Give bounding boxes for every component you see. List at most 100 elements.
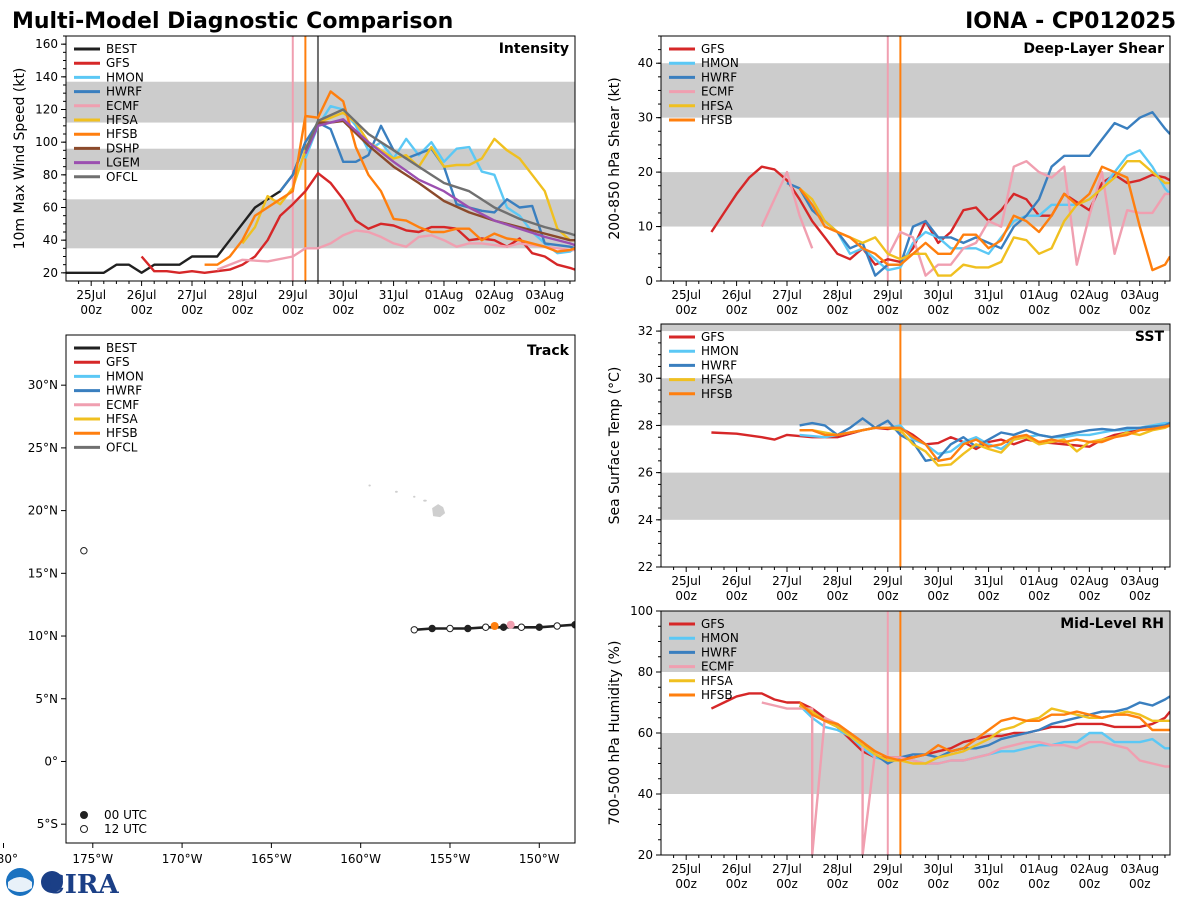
y-axis-label: 10m Max Wind Speed (kt) xyxy=(12,68,28,250)
x-tick-label-hour: 00z xyxy=(484,303,506,317)
x-tick-label-date: 28Jul xyxy=(823,288,853,302)
legend-label-gfs: GFS xyxy=(701,617,725,631)
y-tick-label: 5°S xyxy=(37,817,58,831)
track-point-best xyxy=(410,626,418,634)
y-tick-label: 24 xyxy=(638,513,653,527)
x-tick-label-date: 25Jul xyxy=(671,862,701,876)
band-1 xyxy=(661,611,1170,672)
x-tick-label-hour: 00z xyxy=(675,589,697,603)
x-tick-label-hour: 00z xyxy=(827,877,849,891)
band-2 xyxy=(66,81,575,123)
y-tick-label: 10°N xyxy=(28,629,58,643)
x-tick-label-hour: 00z xyxy=(1129,589,1151,603)
x-tick-label-date: 02Aug xyxy=(1070,862,1109,876)
series-group xyxy=(66,90,575,274)
cira-logo: CIRA xyxy=(6,868,119,900)
y-tick-label: 60 xyxy=(43,201,58,215)
x-tick-label-date: 01Aug xyxy=(1020,288,1059,302)
x-tick-label-hour: 00z xyxy=(534,303,556,317)
noaa-wave-icon xyxy=(8,877,32,892)
x-tick-label-date: 01Aug xyxy=(1020,862,1059,876)
figure-title: Multi-Model Diagnostic Comparison xyxy=(12,9,453,34)
y-tick-label: 160 xyxy=(35,37,58,51)
legend-label-hmon: HMON xyxy=(106,70,144,84)
x-tick-label-hour: 00z xyxy=(675,303,697,317)
series-line-gfs xyxy=(710,692,1170,759)
x-tick-label-hour: 00z xyxy=(131,303,153,317)
legend-label-hfsa: HFSA xyxy=(701,674,734,688)
band-0 xyxy=(661,472,1170,520)
x-tick-label-date: 26Jul xyxy=(127,288,157,302)
plot-frame xyxy=(660,323,1171,568)
x-tick-label-hour: 00z xyxy=(927,877,949,891)
band-1 xyxy=(661,63,1170,118)
y-tick-label: 20 xyxy=(638,848,653,862)
y-tick-label: 140 xyxy=(35,70,58,84)
y-tick-label: 80 xyxy=(43,168,58,182)
legend-label-hfsb: HFSB xyxy=(106,127,138,141)
x-tick-label: 155°W xyxy=(430,852,471,866)
track-point-best xyxy=(517,623,526,631)
series-line-hfsb xyxy=(798,701,1170,762)
y-tick-label: 10 xyxy=(638,220,653,234)
x-tick-label-date: 03Aug xyxy=(525,288,564,302)
x-tick-label-hour: 00z xyxy=(827,589,849,603)
track-point-hfsa xyxy=(0,544,6,550)
island xyxy=(423,499,427,502)
y-tick-label: 20°N xyxy=(28,504,58,518)
storm-id: IONA - CP012025 xyxy=(965,9,1176,34)
track-point-best xyxy=(482,623,490,631)
legend-label-best: BEST xyxy=(106,42,137,56)
x-tick-label-hour: 00z xyxy=(827,303,849,317)
y-axis-label: Sea Surface Temp (°C) xyxy=(607,367,623,525)
x-tick-label-hour: 00z xyxy=(383,303,405,317)
series-line-lgem xyxy=(304,118,575,247)
y-tick-label: 40 xyxy=(638,787,653,801)
track-line-gfs xyxy=(0,561,4,628)
legend-label-ofcl: OFCL xyxy=(106,440,138,454)
x-tick-label-hour: 00z xyxy=(80,303,102,317)
x-tick-label-hour: 00z xyxy=(1079,303,1101,317)
marker-legend-label: 12 UTC xyxy=(104,822,147,836)
x-tick-label-date: 29Jul xyxy=(873,288,903,302)
series-line-ofcl xyxy=(304,108,575,237)
track-end-ecmf xyxy=(506,620,515,629)
y-tick-label: 100 xyxy=(35,135,58,149)
x-tick-label: 170°W xyxy=(162,852,203,866)
legend-label-hwrf: HWRF xyxy=(701,358,737,372)
y-tick-label: 28 xyxy=(638,418,653,432)
x-tick-label-hour: 00z xyxy=(181,303,203,317)
legend-label-hfsb: HFSB xyxy=(701,688,733,702)
x-tick-label-date: 30Jul xyxy=(923,574,953,588)
x-tick-label-date: 25Jul xyxy=(76,288,106,302)
y-axis-label: 700-500 hPa Humidity (%) xyxy=(607,641,623,826)
y-tick-label: 20 xyxy=(638,165,653,179)
legend-label-hwrf: HWRF xyxy=(701,645,737,659)
x-tick-label-date: 27Jul xyxy=(772,862,802,876)
y-tick-label: 30 xyxy=(638,111,653,125)
band-1 xyxy=(661,378,1170,426)
x-tick-label-date: 30Jul xyxy=(328,288,358,302)
band-2 xyxy=(661,324,1170,332)
marker-legend-label: 00 UTC xyxy=(104,808,147,822)
x-tick-label-date: 30Jul xyxy=(923,288,953,302)
x-tick-label-hour: 00z xyxy=(1028,877,1050,891)
marker-legend-symbol xyxy=(80,811,88,819)
series-group xyxy=(710,111,1170,277)
track-end-hfsb xyxy=(490,622,499,631)
series-line-hfsb xyxy=(799,424,1170,462)
y-tick-label: 22 xyxy=(638,560,653,574)
hawaii-islands xyxy=(368,484,446,518)
legend-label-gfs: GFS xyxy=(701,42,725,56)
plot-frame xyxy=(65,334,576,844)
panel-title: Track xyxy=(527,343,570,359)
track-panel: 5°S0°5°N10°N15°N20°N25°N30°N175°E180°175… xyxy=(0,334,576,866)
series-line-ecmf xyxy=(761,701,1170,855)
x-tick-label-date: 03Aug xyxy=(1120,862,1159,876)
legend-label-gfs: GFS xyxy=(701,330,725,344)
x-tick-label-date: 28Jul xyxy=(823,862,853,876)
globe-icon xyxy=(41,871,63,893)
track-point-best xyxy=(464,624,472,633)
y-tick-label: 15°N xyxy=(28,566,58,580)
track-line-hfsa xyxy=(0,547,4,626)
